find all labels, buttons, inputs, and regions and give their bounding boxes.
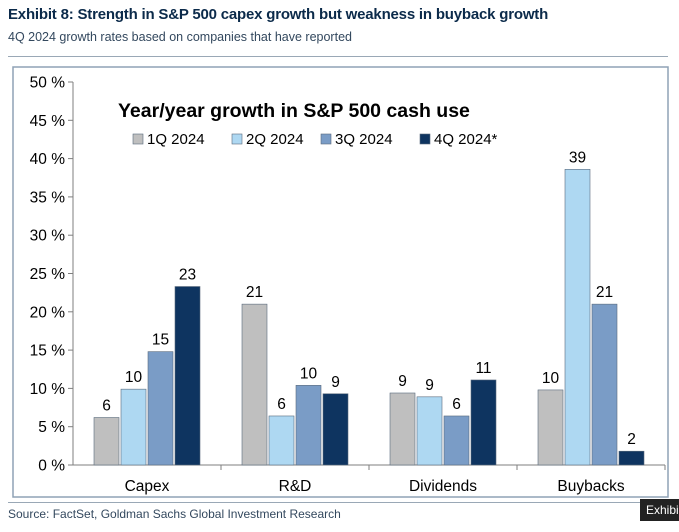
top-divider <box>8 56 668 57</box>
legend-label: 3Q 2024 <box>335 131 393 148</box>
x-category-label: Dividends <box>409 478 477 495</box>
data-label: 2 <box>627 431 636 448</box>
data-label: 10 <box>125 369 143 386</box>
bar-r-d-4 <box>322 393 349 466</box>
data-label: 9 <box>331 374 340 391</box>
bar-r-d-3 <box>295 385 322 466</box>
data-label: 9 <box>398 373 407 390</box>
data-label: 6 <box>102 398 111 415</box>
legend-label: 2Q 2024 <box>246 131 304 148</box>
data-label: 23 <box>179 267 196 284</box>
y-tick-label: 5 % <box>38 419 65 436</box>
legend-swatch <box>231 133 243 145</box>
y-tick-label: 50 % <box>30 75 66 92</box>
data-label: 11 <box>475 360 491 377</box>
exhibit-tab[interactable]: Exhibi <box>640 499 679 521</box>
bar-capex-2 <box>120 388 147 466</box>
data-label: 6 <box>452 396 461 413</box>
y-tick-label: 20 % <box>30 304 66 321</box>
bar-buybacks-2 <box>564 169 591 466</box>
data-label: 21 <box>596 284 613 301</box>
bar-capex-3 <box>147 351 174 466</box>
y-tick-label: 25 % <box>30 266 66 283</box>
y-tick-label: 40 % <box>30 151 66 168</box>
x-category-label: R&D <box>279 478 312 495</box>
x-category-label: Buybacks <box>557 478 624 495</box>
legend-swatch <box>419 133 431 145</box>
data-label: 9 <box>425 377 434 394</box>
data-label: 10 <box>542 370 560 387</box>
chart-frame <box>12 66 669 498</box>
data-label: 10 <box>300 365 318 382</box>
y-tick-label: 10 % <box>30 381 66 398</box>
bar-capex-1 <box>93 417 120 466</box>
source-note: Source: FactSet, Goldman Sachs Global In… <box>8 507 341 521</box>
bar-dividends-3 <box>443 415 470 466</box>
legend-label: 4Q 2024* <box>434 131 498 148</box>
bottom-divider <box>8 502 668 503</box>
legend-label: 1Q 2024 <box>147 131 205 148</box>
exhibit-title: Exhibit 8: Strength in S&P 500 capex gro… <box>8 6 549 23</box>
bar-dividends-4 <box>470 379 497 466</box>
x-category-label: Capex <box>125 478 170 495</box>
bar-dividends-2 <box>416 396 443 466</box>
data-label: 6 <box>277 396 286 413</box>
data-label: 39 <box>569 149 586 166</box>
y-tick-label: 0 % <box>38 458 65 475</box>
exhibit-subtitle: 4Q 2024 growth rates based on companies … <box>8 30 352 44</box>
bar-dividends-1 <box>389 392 416 466</box>
bar-capex-4 <box>174 286 201 466</box>
y-tick-label: 30 % <box>30 228 66 245</box>
bar-r-d-2 <box>268 415 295 466</box>
data-label: 21 <box>246 284 263 301</box>
chart-title: Year/year growth in S&P 500 cash use <box>118 100 470 122</box>
data-label: 15 <box>152 332 169 349</box>
bar-buybacks-1 <box>537 389 564 466</box>
y-tick-label: 45 % <box>30 113 66 130</box>
bar-buybacks-3 <box>591 303 618 466</box>
y-tick-label: 15 % <box>30 343 66 360</box>
bar-r-d-1 <box>241 303 268 466</box>
legend-swatch <box>320 133 332 145</box>
y-tick-label: 35 % <box>30 189 66 206</box>
legend-swatch <box>132 133 144 145</box>
bar-buybacks-4 <box>618 450 645 466</box>
